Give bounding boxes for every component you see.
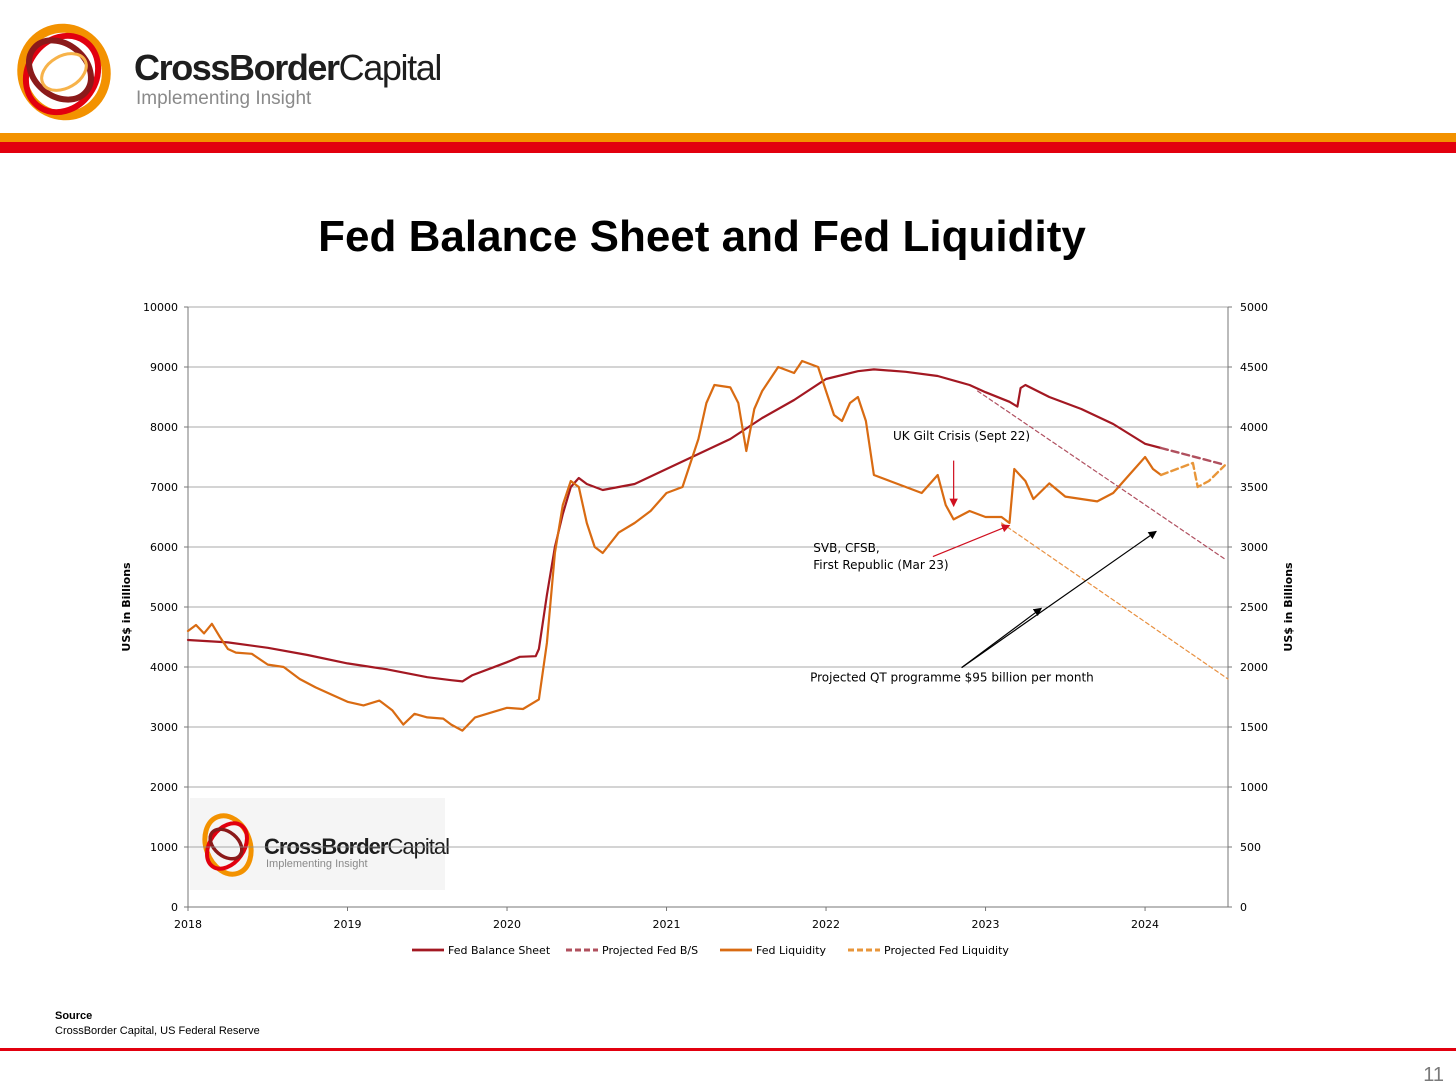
legend-label: Fed Liquidity: [756, 944, 827, 957]
x-tick-label: 2019: [334, 918, 362, 931]
x-tick-label: 2023: [972, 918, 1000, 931]
fed-balance-sheet-chart: CrossBorderCapital Implementing Insight …: [120, 301, 1295, 957]
annotation-label: Projected QT programme $95 billion per m…: [810, 670, 1094, 684]
annotation-label: SVB, CFSB,: [813, 541, 879, 555]
x-tick-label: 2018: [174, 918, 202, 931]
y-tick-label-left: 5000: [150, 601, 178, 614]
qt-projection-line: [977, 390, 1226, 560]
series-fed-balance-sheet: [186, 368, 1163, 683]
page-number: 11: [1423, 1064, 1444, 1086]
svg-text:Implementing Insight: Implementing Insight: [266, 858, 368, 870]
y-tick-label-right: 2500: [1240, 601, 1268, 614]
legend-label: Projected Fed Liquidity: [884, 944, 1009, 957]
y-tick-label-right: 500: [1240, 841, 1261, 854]
legend-label: Projected Fed B/S: [602, 944, 698, 957]
qt-projection-line: [1000, 522, 1229, 680]
y-tick-label-left: 0: [171, 901, 178, 914]
y-tick-label-right: 1000: [1240, 781, 1268, 794]
header-band-red: [0, 142, 1456, 153]
x-tick-label: 2021: [653, 918, 681, 931]
annotation-arrow: [932, 524, 1011, 558]
annotation-label: First Republic (Mar 23): [813, 558, 948, 572]
brand-tagline: Implementing Insight: [136, 88, 312, 109]
chart-watermark-logo: CrossBorderCapital Implementing Insight: [190, 798, 450, 890]
y-tick-label-left: 8000: [150, 421, 178, 434]
y-axis-label-right: US$ in Billions: [1282, 562, 1295, 652]
y-tick-label-left: 1000: [150, 841, 178, 854]
annotation-arrow: [961, 530, 1157, 669]
slide-title: Fed Balance Sheet and Fed Liquidity: [318, 212, 1086, 261]
y-tick-label-right: 3000: [1240, 541, 1268, 554]
x-tick-label: 2022: [812, 918, 840, 931]
source-label: Source: [55, 1010, 93, 1022]
y-tick-label-left: 3000: [150, 721, 178, 734]
source-text: CrossBorder Capital, US Federal Reserve: [55, 1025, 260, 1037]
y-tick-label-right: 3500: [1240, 481, 1268, 494]
company-logo: CrossBorderCapital Implementing Insight: [14, 18, 474, 128]
y-tick-label-right: 0: [1240, 901, 1247, 914]
legend-label: Fed Balance Sheet: [448, 944, 551, 957]
footer-rule: [0, 1048, 1456, 1051]
y-tick-label-right: 2000: [1240, 661, 1268, 674]
y-tick-label-left: 9000: [150, 361, 178, 374]
y-tick-label-left: 2000: [150, 781, 178, 794]
y-axis-label-left: US$ in Billions: [120, 562, 133, 652]
brand-name: CrossBorderCapital: [134, 47, 442, 88]
series-projected-fed-b-s: [1159, 446, 1226, 466]
y-tick-label-left: 4000: [150, 661, 178, 674]
x-tick-label: 2024: [1131, 918, 1159, 931]
y-tick-label-left: 7000: [150, 481, 178, 494]
svg-text:CrossBorderCapital: CrossBorderCapital: [264, 834, 449, 859]
y-tick-label-left: 10000: [143, 301, 178, 314]
crossborder-logo-icon: [17, 23, 111, 121]
y-tick-label-right: 4000: [1240, 421, 1268, 434]
y-tick-label-right: 5000: [1240, 301, 1268, 314]
y-tick-label-left: 6000: [150, 541, 178, 554]
x-tick-label: 2020: [493, 918, 521, 931]
y-tick-label-right: 4500: [1240, 361, 1268, 374]
y-tick-label-right: 1500: [1240, 721, 1268, 734]
header-band-orange: [0, 133, 1456, 142]
series-fed-liquidity: [186, 359, 1163, 732]
annotation-label: UK Gilt Crisis (Sept 22): [893, 429, 1030, 443]
series-projected-fed-liquidity: [1159, 461, 1226, 489]
